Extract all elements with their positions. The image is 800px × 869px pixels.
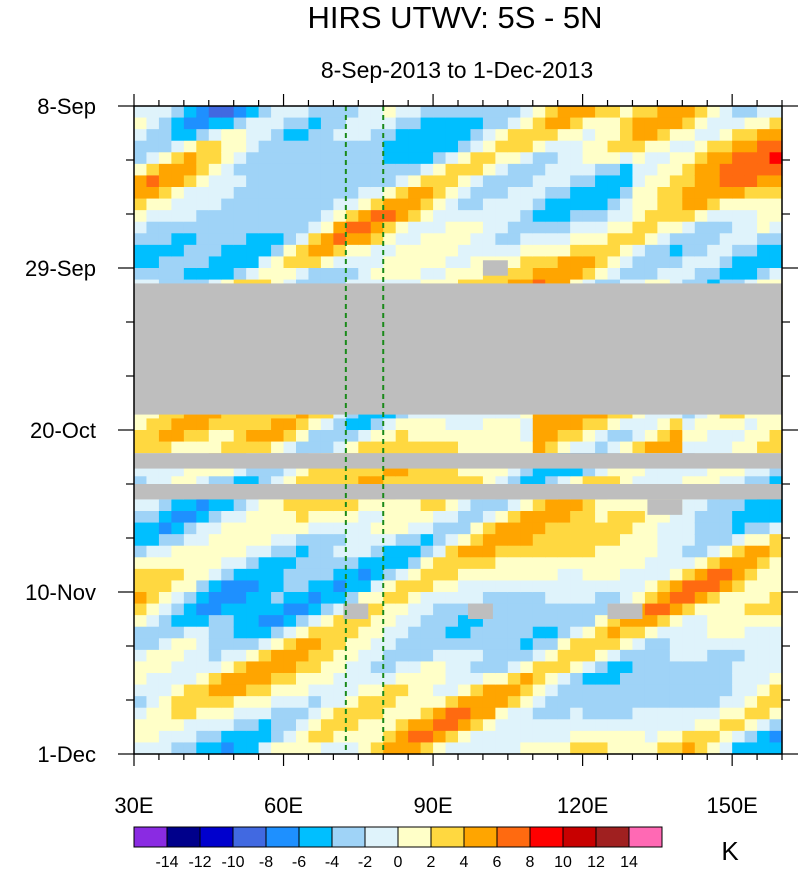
missing-region-1 [134, 453, 782, 469]
colorbar-swatch [529, 826, 564, 848]
chart-subtitle: 8-Sep-2013 to 1-Dec-2013 [321, 57, 593, 83]
colorbar-label: -8 [259, 854, 273, 869]
colorbar-label: -12 [188, 854, 211, 869]
colorbar-swatch [628, 826, 663, 848]
colorbar-label: -10 [221, 854, 244, 869]
colorbar-label: 10 [554, 854, 572, 869]
missing-region-0 [134, 283, 782, 415]
y-tick-label: 29-Sep [25, 256, 96, 281]
x-tick-label: 150E [706, 793, 757, 818]
colorbar-swatch [133, 826, 168, 848]
colorbar: -14 -12 -10 -8 -6 -4 -2 0 2 4 6 8 10 12 14 [133, 826, 663, 869]
axis-ticks: 30E 60E 90E 120E 150E 8-Sep 29-Sep 20-Oct 10-Nov… [25, 94, 798, 818]
colorbar-swatch [364, 826, 399, 848]
colorbar-swatch [430, 826, 465, 848]
y-tick-label: 1-Dec [37, 742, 96, 767]
missing-region-7 [647, 499, 683, 515]
y-tick-label: 10-Nov [25, 580, 96, 605]
x-tick-label: 90E [413, 793, 452, 818]
x-tick-label: 120E [557, 793, 608, 818]
heatmap-field [134, 106, 783, 755]
colorbar-swatch [496, 826, 531, 848]
colorbar-swatch [166, 826, 201, 848]
chart-title: HIRS UTWV: 5S - 5N [307, 0, 602, 35]
colorbar-swatch [199, 826, 234, 848]
colorbar-swatch [397, 826, 432, 848]
missing-region-3 [482, 260, 508, 276]
colorbar-swatch [595, 826, 630, 848]
reference-lines [344, 106, 385, 754]
colorbar-label: -2 [358, 854, 372, 869]
x-tick-label: 30E [114, 793, 153, 818]
colorbar-label: 14 [620, 854, 638, 869]
missing-region-4 [343, 603, 369, 619]
colorbar-swatch [331, 826, 366, 848]
colorbar-label: 4 [460, 854, 469, 869]
missing-region-6 [607, 603, 643, 619]
missing-region-2 [134, 484, 782, 500]
colorbar-label: -4 [325, 854, 339, 869]
colorbar-swatch [562, 826, 597, 848]
colorbar-swatch [265, 826, 300, 848]
colorbar-swatch [298, 826, 333, 848]
colorbar-label: 6 [493, 854, 502, 869]
missing-region-5 [467, 603, 493, 619]
y-tick-label: 20-Oct [30, 418, 96, 443]
colorbar-label: 0 [394, 854, 403, 869]
x-tick-label: 60E [264, 793, 303, 818]
missing-data-regions [134, 260, 782, 619]
colorbar-swatch [463, 826, 498, 848]
colorbar-label: 12 [587, 854, 605, 869]
colorbar-label: 8 [526, 854, 535, 869]
y-tick-label: 8-Sep [37, 94, 96, 119]
colorbar-label: 2 [427, 854, 436, 869]
colorbar-label: -14 [155, 854, 178, 869]
colorbar-label: -6 [292, 854, 306, 869]
colorbar-units: K [721, 836, 739, 866]
colorbar-swatch [232, 826, 267, 848]
